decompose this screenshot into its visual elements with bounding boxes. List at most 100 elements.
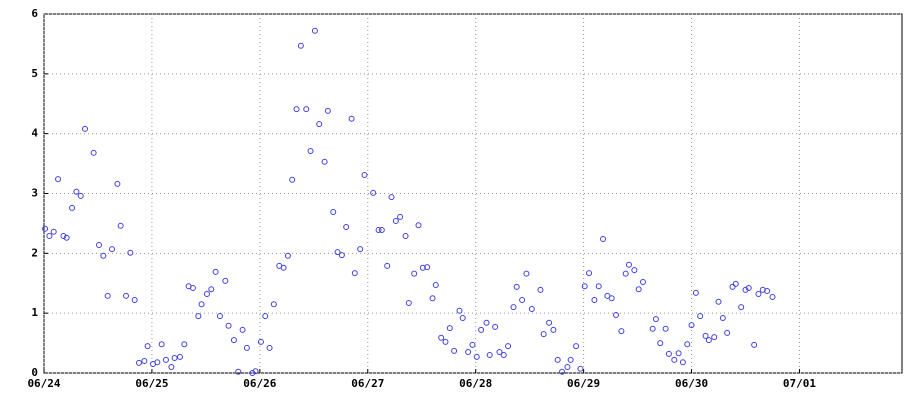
point [559,368,566,375]
point [311,27,318,34]
x-tick-label: 06/27 [351,377,384,390]
point [338,252,345,259]
point [540,331,547,338]
point [573,343,580,350]
point [625,261,632,268]
point [679,359,686,366]
point [742,286,749,293]
point [225,322,232,329]
point [114,180,121,187]
point [755,291,762,298]
point [208,286,215,293]
point [405,299,412,306]
point [429,295,436,302]
x-tick-label: 06/28 [459,377,492,390]
point [657,340,664,347]
point [50,228,57,235]
x-tick-label: 07/01 [783,377,816,390]
point [96,241,103,248]
point [181,341,188,348]
point [77,192,84,199]
point [257,338,264,345]
point [141,358,148,365]
point [239,326,246,333]
y-tick-label: 5 [31,67,38,80]
point [550,326,557,333]
point [483,319,490,326]
point [751,341,758,348]
point [144,343,151,350]
point [357,246,364,253]
point [324,107,331,114]
point [90,149,97,156]
point [671,356,678,363]
point [600,235,607,242]
point [537,286,544,293]
point [469,341,476,348]
point [705,337,712,344]
point [662,325,669,332]
point [567,356,574,363]
point [692,289,699,296]
point [635,286,642,293]
point [711,334,718,341]
point [284,252,291,259]
point [212,268,219,275]
point [370,189,377,196]
point [316,121,323,128]
point [649,325,656,332]
point [388,194,395,201]
point [198,301,205,308]
point [729,283,736,290]
point [230,337,237,344]
point [688,322,695,329]
y-tick-label: 4 [31,127,38,140]
point [604,292,611,299]
point [243,344,250,351]
point [289,176,296,183]
point [473,353,480,360]
point [500,352,507,359]
point [769,294,776,301]
y-tick-label: 2 [31,246,38,259]
point [577,365,584,372]
point [523,270,530,277]
point [63,234,70,241]
point [665,350,672,357]
point [595,283,602,290]
point [513,283,520,290]
x-tick-label: 06/29 [567,377,600,390]
point [581,283,588,290]
point [459,314,466,321]
point [108,246,115,253]
point [608,295,615,302]
point [564,364,571,371]
point [280,264,287,271]
point [176,353,183,360]
point [591,297,598,304]
point [486,352,493,359]
point [123,292,130,299]
point [293,106,300,113]
point [392,218,399,225]
point [554,356,561,363]
point [252,368,259,375]
point [171,355,178,362]
point [519,297,526,304]
point [732,280,739,287]
point [46,232,53,239]
point [505,343,512,350]
point [42,225,49,232]
x-tick-label: 06/24 [27,377,60,390]
point [697,313,704,320]
point [266,344,273,351]
point [446,325,453,332]
point [303,106,310,113]
point [60,232,67,239]
point [262,313,269,320]
point [510,304,517,311]
point [478,326,485,333]
point [189,285,196,292]
point [82,125,89,132]
point [432,282,439,289]
